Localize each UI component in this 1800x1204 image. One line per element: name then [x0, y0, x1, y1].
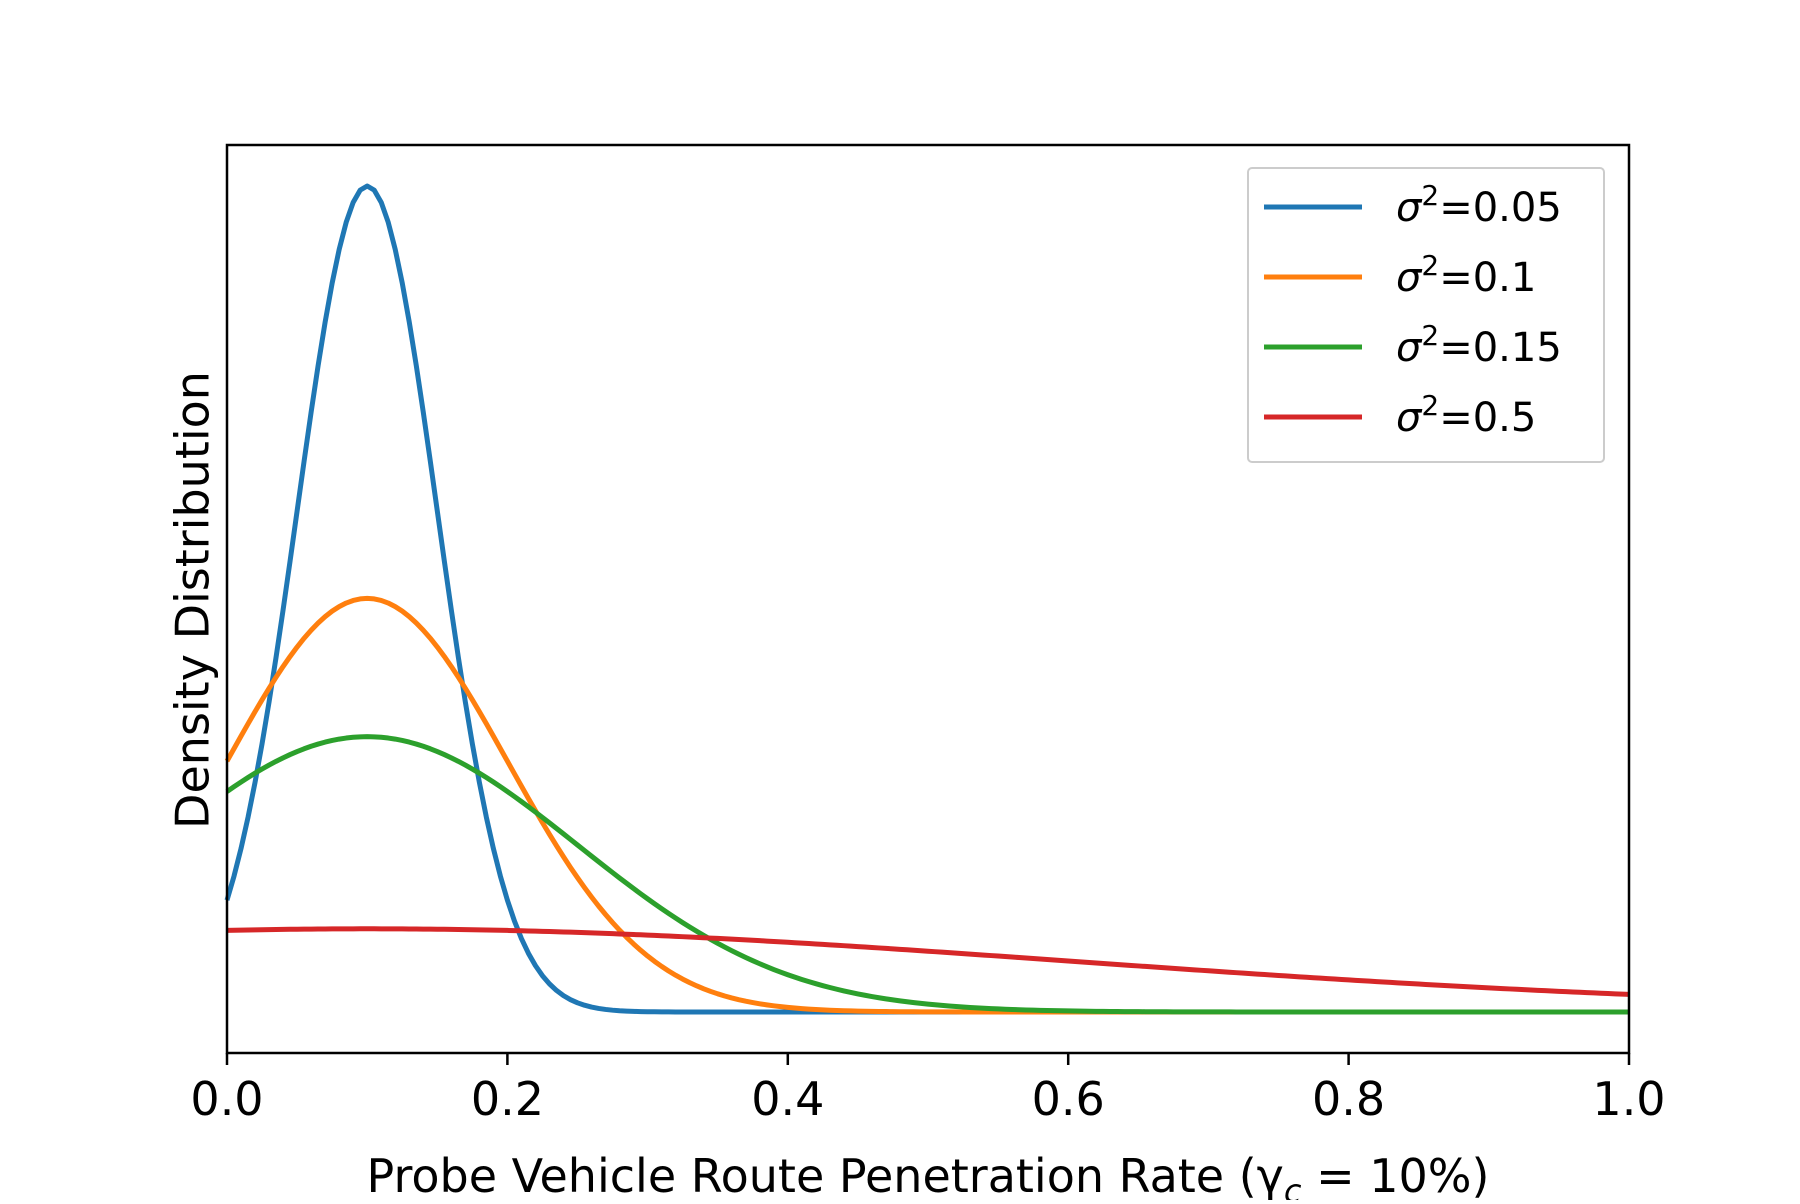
x-axis-label: Probe Vehicle Route Penetration Rate (γc…: [367, 1149, 1490, 1200]
legend-label: σ2=0.15: [1396, 319, 1562, 372]
plot-frame: [225, 143, 1631, 1055]
x-tick-label: 0.4: [751, 1072, 824, 1126]
legend-frame: [1247, 167, 1605, 463]
legend-label: σ2=0.1: [1396, 249, 1536, 302]
x-axis-label-subscript: c: [1284, 1172, 1302, 1200]
x-tick-label: 0.8: [1312, 1072, 1385, 1126]
legend-label: σ2=0.5: [1396, 389, 1536, 442]
x-tick-label: 1.0: [1592, 1072, 1665, 1126]
legend: σ2=0.05 σ2=0.1 σ2=0.15 σ2=0.5: [1247, 167, 1605, 463]
legend-label: σ2=0.05: [1396, 179, 1562, 232]
y-axis-label: Density Distribution: [166, 371, 220, 829]
series-line-3: [225, 734, 1629, 1015]
x-axis-label-tail: = 10%): [1301, 1149, 1489, 1200]
x-axis-label-main: Probe Vehicle Route Penetration Rate (γ: [367, 1149, 1284, 1200]
series-layer: [224, 183, 1630, 1015]
x-tick-label: 0.0: [190, 1072, 263, 1126]
x-axis: 0.0 0.2 0.4 0.6 0.8 1.0: [190, 1053, 1666, 1126]
series-line-4: [226, 926, 1630, 997]
x-tick-label: 0.6: [1032, 1072, 1105, 1126]
x-tick-label: 0.2: [471, 1072, 544, 1126]
